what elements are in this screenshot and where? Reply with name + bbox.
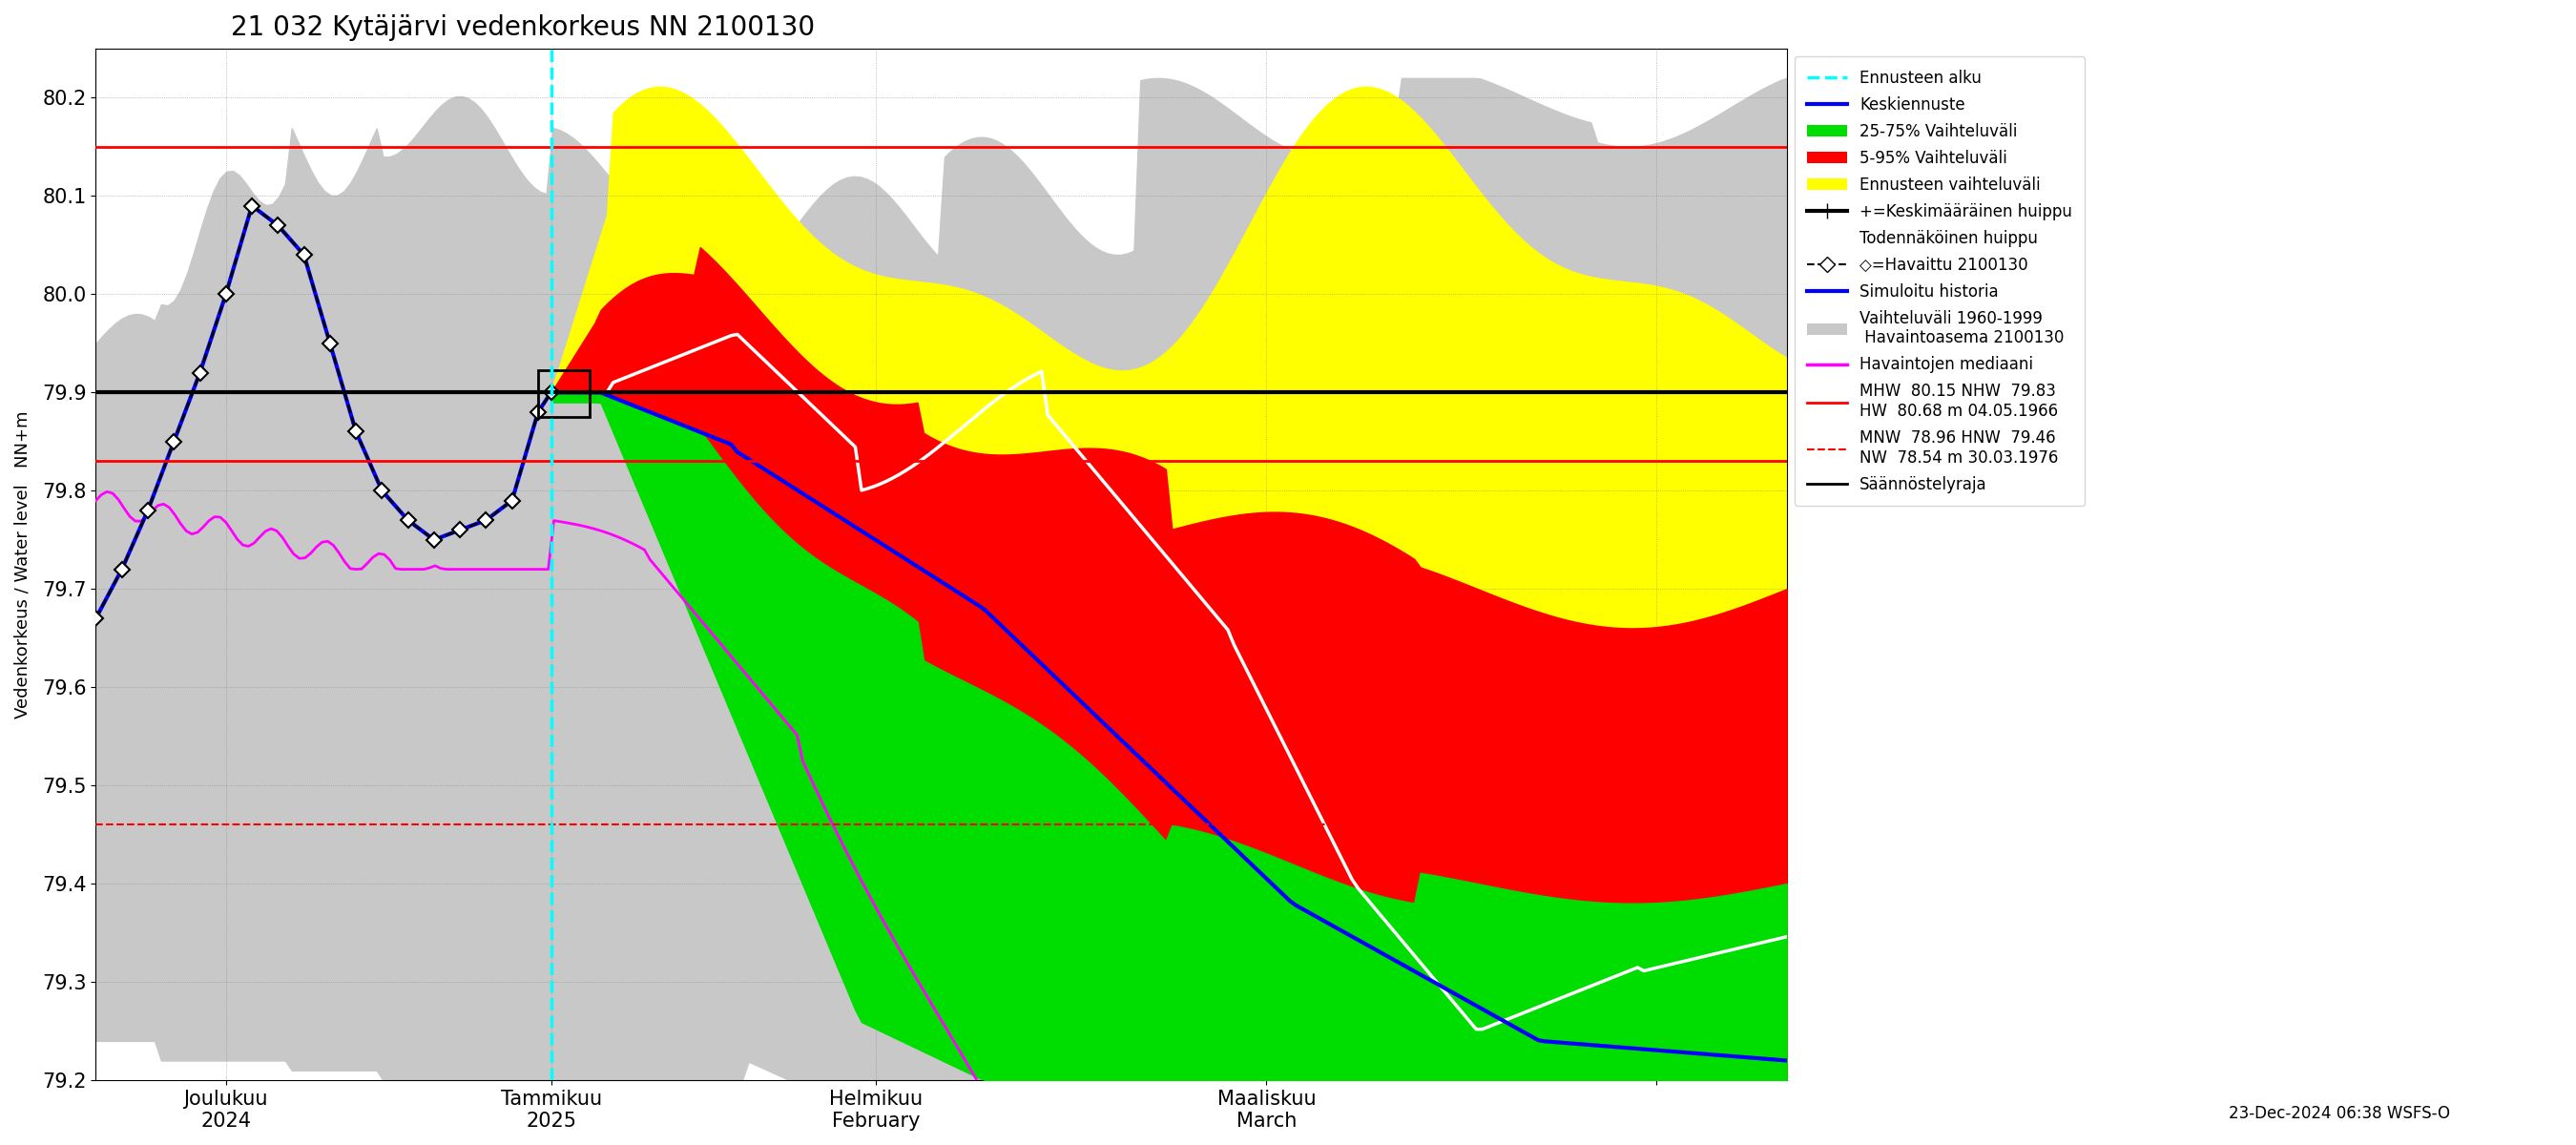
Text: 21 032 Kytäjärvi vedenkorkeus NN 2100130: 21 032 Kytäjärvi vedenkorkeus NN 2100130: [232, 14, 814, 41]
Text: 23-Dec-2024 06:38 WSFS-O: 23-Dec-2024 06:38 WSFS-O: [2228, 1105, 2450, 1122]
Y-axis label: Vedenkorkeus / Water level   NN+m: Vedenkorkeus / Water level NN+m: [15, 411, 31, 718]
Legend: Ennusteen alku, Keskiennuste, 25-75% Vaihteluväli, 5-95% Vaihteluväli, Ennusteen: Ennusteen alku, Keskiennuste, 25-75% Vai…: [1795, 56, 2084, 506]
Bar: [538, 370, 590, 417]
